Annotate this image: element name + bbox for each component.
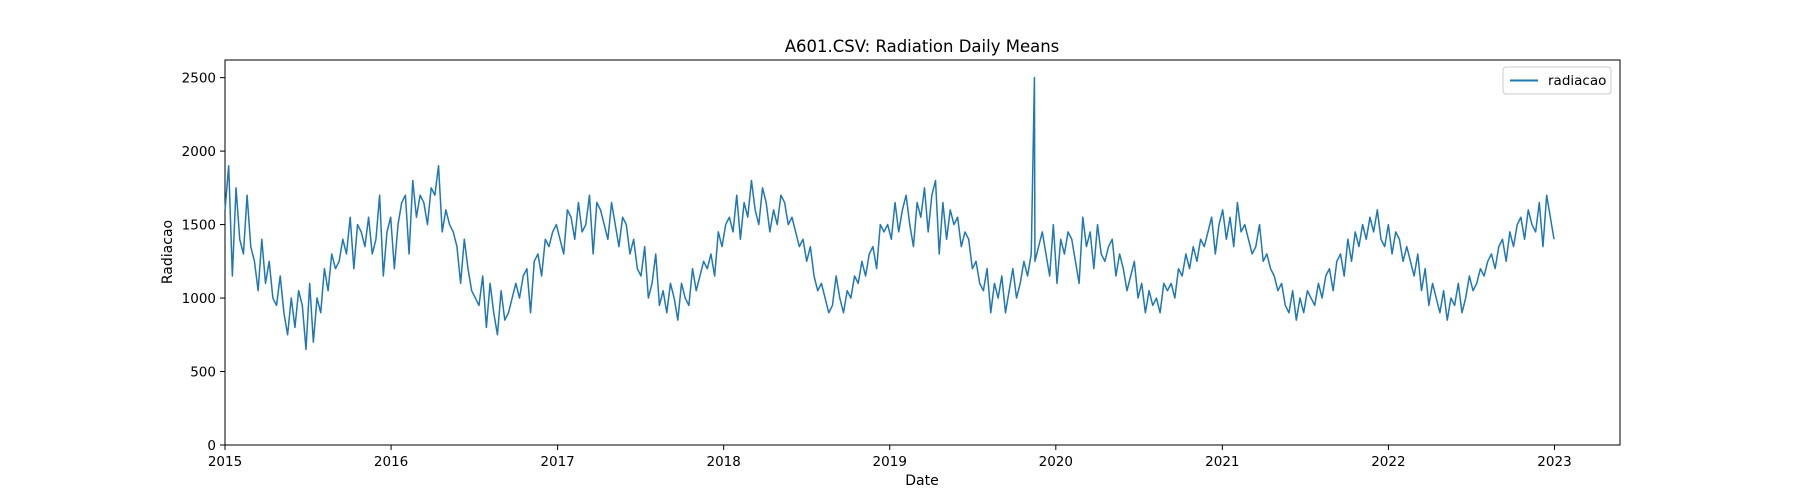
plot-area-frame <box>224 59 1621 446</box>
x-tick-label: 2022 <box>1371 454 1405 470</box>
chart-title: A601.CSV: Radiation Daily Means <box>785 37 1060 56</box>
x-axis-ticks: 2015 2016 2017 2018 2019 2020 2021 2022 2023 <box>208 445 1572 470</box>
y-tick-label: 1000 <box>182 291 216 307</box>
x-tick-label: 2016 <box>374 454 408 470</box>
series-layer <box>224 76 1555 351</box>
y-tick-label: 2000 <box>182 144 216 160</box>
x-tick-label: 2015 <box>208 454 242 470</box>
legend-box <box>1502 66 1612 95</box>
legend-label: radiacao <box>1548 73 1606 89</box>
x-axis-title: Date <box>905 473 938 489</box>
legend: radiacao <box>1502 66 1612 95</box>
series-line-radiacao <box>224 76 1555 351</box>
x-tick-label: 2021 <box>1205 454 1239 470</box>
x-tick-label: 2018 <box>706 454 740 470</box>
x-tick-label: 2023 <box>1537 454 1571 470</box>
x-tick-label: 2017 <box>540 454 574 470</box>
y-axis-title: Radiacao <box>160 220 176 284</box>
y-tick-label: 2500 <box>182 71 216 87</box>
x-tick-label: 2019 <box>873 454 907 470</box>
y-axis-ticks: 0 500 1000 1500 2000 2500 <box>182 71 225 454</box>
y-tick-label: 1500 <box>182 218 216 234</box>
x-tick-label: 2020 <box>1039 454 1073 470</box>
y-tick-label: 0 <box>207 438 216 454</box>
y-tick-label: 500 <box>190 365 216 381</box>
